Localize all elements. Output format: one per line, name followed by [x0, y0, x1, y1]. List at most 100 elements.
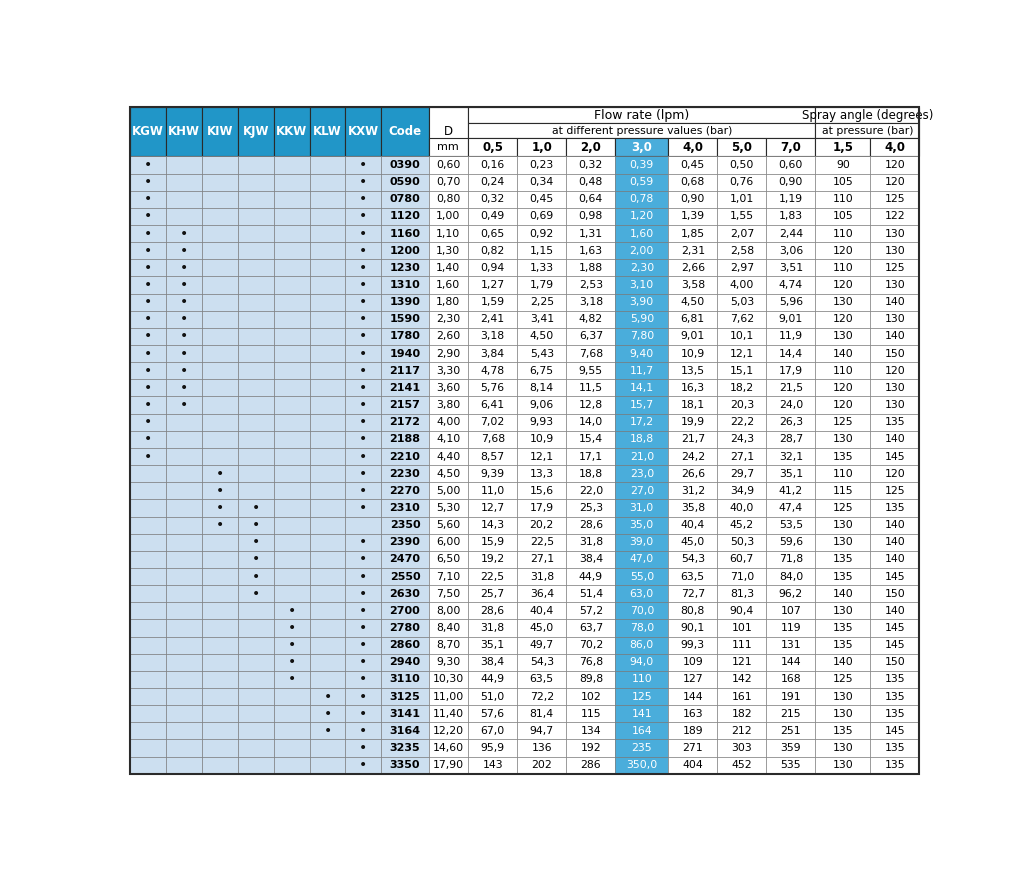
Bar — [718, 705, 766, 722]
Text: •: • — [252, 501, 260, 515]
Text: 0,60: 0,60 — [778, 160, 803, 170]
Text: 10,30: 10,30 — [433, 674, 464, 685]
Text: 1310: 1310 — [389, 280, 420, 290]
Bar — [238, 722, 273, 739]
Bar — [766, 310, 815, 328]
Bar — [238, 757, 273, 773]
Text: 6,37: 6,37 — [579, 331, 603, 342]
Bar — [166, 619, 202, 637]
Bar — [309, 431, 345, 448]
Bar — [309, 671, 345, 688]
Bar — [766, 568, 815, 585]
Bar — [273, 551, 309, 568]
Text: •: • — [180, 244, 188, 258]
Bar — [766, 585, 815, 603]
Text: 86,0: 86,0 — [630, 640, 654, 651]
Text: 0,78: 0,78 — [630, 194, 654, 204]
Bar — [309, 551, 345, 568]
Bar — [517, 654, 566, 671]
Bar — [566, 379, 615, 397]
Bar — [468, 705, 517, 722]
Bar — [815, 139, 870, 156]
Text: 1,40: 1,40 — [436, 262, 461, 273]
Bar — [718, 191, 766, 208]
Bar — [309, 259, 345, 276]
Text: •: • — [288, 672, 296, 686]
Bar — [815, 603, 870, 619]
Bar — [309, 637, 345, 654]
Text: 78,0: 78,0 — [630, 623, 654, 633]
Bar — [815, 722, 870, 739]
Bar — [815, 413, 870, 431]
Bar — [309, 328, 345, 345]
Bar — [166, 516, 202, 534]
Text: 47,4: 47,4 — [779, 503, 803, 513]
Bar — [566, 482, 615, 500]
Text: 54,3: 54,3 — [529, 657, 554, 667]
Bar — [669, 516, 718, 534]
Text: 1,31: 1,31 — [579, 228, 603, 239]
Bar — [815, 242, 870, 259]
Bar — [815, 345, 870, 362]
Text: •: • — [144, 415, 153, 429]
Bar — [273, 671, 309, 688]
Bar — [166, 534, 202, 551]
Text: 13,5: 13,5 — [681, 365, 705, 376]
Bar — [718, 259, 766, 276]
Text: 23,0: 23,0 — [630, 468, 654, 479]
Text: 3,0: 3,0 — [632, 141, 652, 153]
Bar — [766, 208, 815, 225]
Bar — [381, 448, 428, 465]
Text: 71,0: 71,0 — [730, 571, 754, 582]
Text: 0,60: 0,60 — [436, 160, 461, 170]
Bar — [815, 688, 870, 705]
Text: •: • — [359, 278, 368, 292]
Bar — [517, 448, 566, 465]
Bar — [309, 465, 345, 482]
Text: Spray angle (degrees): Spray angle (degrees) — [802, 109, 933, 121]
Text: •: • — [216, 501, 224, 515]
Bar — [669, 688, 718, 705]
Bar — [566, 500, 615, 516]
Text: 130: 130 — [833, 331, 853, 342]
Text: 11,0: 11,0 — [480, 486, 505, 496]
Text: •: • — [359, 552, 368, 567]
Text: •: • — [359, 381, 368, 395]
Bar — [428, 688, 468, 705]
Bar — [273, 345, 309, 362]
Bar — [870, 637, 920, 654]
Text: 2188: 2188 — [389, 434, 421, 445]
Bar — [202, 276, 238, 294]
Bar — [615, 225, 669, 242]
Bar — [766, 276, 815, 294]
Bar — [166, 551, 202, 568]
Bar — [345, 585, 381, 603]
Text: 0,48: 0,48 — [579, 177, 603, 187]
Bar — [468, 310, 517, 328]
Text: 2,30: 2,30 — [630, 262, 654, 273]
Bar — [615, 174, 669, 191]
Text: 35,8: 35,8 — [681, 503, 705, 513]
Bar — [566, 465, 615, 482]
Bar — [381, 551, 428, 568]
Bar — [166, 688, 202, 705]
Bar — [566, 139, 615, 156]
Text: 99,3: 99,3 — [681, 640, 705, 651]
Text: 2630: 2630 — [389, 589, 421, 599]
Text: 17,1: 17,1 — [579, 452, 603, 461]
Text: 10,1: 10,1 — [730, 331, 754, 342]
Text: 135: 135 — [833, 555, 853, 564]
Bar — [669, 379, 718, 397]
Text: 251: 251 — [780, 726, 801, 736]
Bar — [166, 259, 202, 276]
Bar — [815, 294, 870, 310]
Text: 102: 102 — [581, 691, 601, 702]
Bar — [273, 603, 309, 619]
Bar — [428, 242, 468, 259]
Bar — [815, 619, 870, 637]
Bar — [615, 482, 669, 500]
Bar — [309, 757, 345, 773]
Text: 84,0: 84,0 — [779, 571, 803, 582]
Bar — [273, 654, 309, 671]
Text: •: • — [359, 193, 368, 207]
